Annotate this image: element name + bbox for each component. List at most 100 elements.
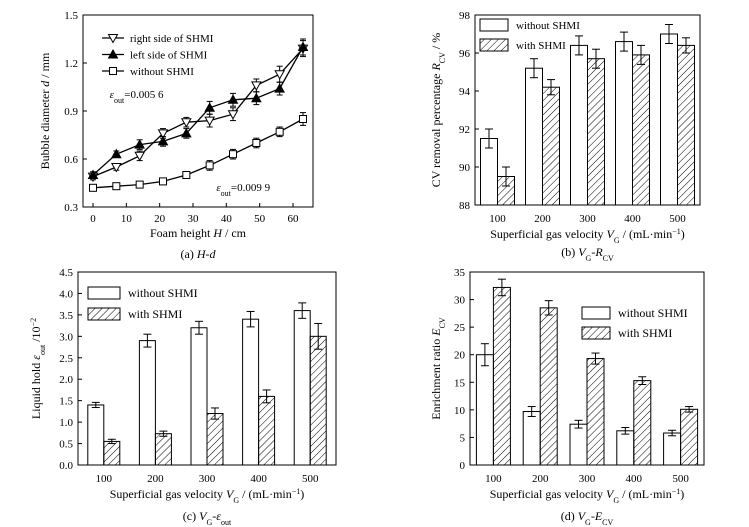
bar-with-shmi (206, 413, 224, 466)
legend-label: left side of SHMI (130, 50, 208, 62)
bar-without-shmi (615, 41, 633, 206)
x-tick-label: 200 (147, 473, 164, 485)
bar-without-shmi (87, 404, 105, 466)
x-tick-label: 30 (188, 213, 200, 225)
y-tick-label: 2.5 (59, 353, 73, 365)
data-point (229, 150, 237, 159)
x-tick-label: 0 (90, 213, 96, 225)
y-tick-label: 5 (460, 432, 466, 444)
x-axis-label: Foam height H / cm (150, 226, 247, 240)
x-tick-label: 20 (154, 213, 166, 225)
bar-with-shmi (539, 307, 558, 466)
data-point (107, 34, 119, 44)
y-tick-label: 1.0 (59, 417, 73, 429)
x-tick-label: 400 (250, 473, 267, 485)
x-tick-label: 400 (624, 213, 641, 225)
panel-d-enrichment-ratio-chart: 100 200 300 400 500 0 5 10 15 20 25 30 35 without SHM… (429, 267, 705, 527)
panel-caption: (b) VG-RCV (561, 245, 614, 263)
data-point (157, 129, 169, 139)
series-line (92, 46, 304, 176)
panel-c-liquid-hold-chart: 100 200 300 400 500 0.0 0.5 1.0 1.5 2.0 2.5 3.0 3.5 4… (29, 267, 337, 527)
y-tick-label: 2.0 (59, 374, 73, 386)
y-tick-label: 4.5 (59, 267, 73, 279)
y-tick-label: 0.3 (64, 202, 78, 214)
bar-without-shmi (138, 340, 156, 466)
bar-with-shmi (258, 395, 276, 466)
x-tick-label: 400 (626, 473, 643, 485)
legend-swatch (87, 286, 121, 300)
data-point (299, 115, 307, 123)
panel-caption: (c) VG-εout (183, 509, 232, 527)
bar-without-shmi (190, 327, 208, 466)
data-point (87, 169, 99, 179)
y-tick-label: 1.2 (64, 58, 78, 70)
x-axis-label: Superficial gas velocity VG / (mL·min−1) (490, 487, 685, 505)
x-tick-label: 60 (288, 213, 300, 225)
data-point (275, 127, 284, 136)
x-tick-label: 10 (121, 213, 133, 225)
legend-label: without SHMI (130, 66, 194, 78)
y-tick-label: 94 (459, 86, 471, 98)
bar-without-shmi (525, 67, 543, 206)
y-axis-label: Enrichment ratio ECV (429, 317, 447, 420)
bar-with-shmi (632, 54, 650, 206)
y-tick-label: 0 (460, 460, 466, 472)
y-tick-label: 1.5 (59, 396, 73, 408)
panel-b-cv-removal-chart: 100 200 300 400 500 88 90 92 94 96 98 without SHMI w… (429, 10, 701, 263)
data-point (110, 148, 122, 159)
y-tick-label: 0.5 (59, 439, 73, 451)
legend-label: right side of SHMI (130, 33, 214, 45)
bar-with-shmi (492, 286, 511, 466)
data-point (227, 94, 239, 104)
x-tick-label: 100 (485, 473, 502, 485)
legend-label: without SHMI (128, 286, 198, 300)
y-tick-label: 10 (454, 405, 466, 417)
bar-with-shmi (309, 335, 327, 466)
x-tick-label: 40 (221, 213, 233, 225)
y-tick-label: 96 (459, 48, 471, 60)
legend-swatch (479, 38, 509, 52)
x-tick-label: 100 (96, 473, 113, 485)
x-tick-label: 300 (579, 213, 596, 225)
bar-with-shmi (154, 433, 172, 466)
x-tick-label: 50 (254, 213, 266, 225)
bar-with-shmi (586, 358, 605, 466)
y-tick-label: 3.5 (59, 310, 73, 322)
series-line (92, 48, 304, 178)
bar-without-shmi (663, 432, 682, 466)
data-point (250, 81, 262, 91)
y-axis-label: CV removal percentage RCV / % (429, 33, 447, 188)
panel-a-bubble-diameter-chart: 0 10 20 30 40 50 60 0.3 0.6 0.9 1.2 1.5 Foam height … (38, 10, 314, 261)
series-triangle-down-open (87, 40, 309, 183)
bar-with-shmi (542, 86, 560, 206)
data-point (107, 48, 119, 59)
x-tick-label: 300 (199, 473, 216, 485)
x-axis-label: Superficial gas velocity VG / (mL·min−1) (490, 227, 685, 245)
bar-without-shmi (522, 411, 541, 466)
data-point (252, 139, 261, 147)
data-point (250, 92, 262, 103)
data-point (180, 127, 192, 138)
series-square-open (89, 112, 307, 192)
bar-with-shmi (587, 58, 605, 206)
data-point (109, 67, 117, 75)
data-point (227, 110, 239, 120)
bar-without-shmi (616, 430, 635, 466)
data-point (274, 70, 286, 80)
annotation-epsilon-1: εout=0.005 6 (110, 89, 164, 105)
bar-without-shmi (570, 44, 588, 206)
y-tick-label: 92 (459, 124, 470, 136)
legend-swatch (581, 326, 611, 340)
bar-without-shmi (569, 423, 588, 466)
y-tick-label: 90 (459, 162, 471, 174)
legend-label: with SHMI (516, 40, 566, 52)
data-point (135, 180, 144, 189)
data-point (112, 182, 121, 191)
bar-without-shmi (475, 354, 494, 466)
data-point (159, 177, 167, 186)
series-line (92, 118, 304, 189)
bar-with-shmi (677, 44, 695, 206)
data-point (134, 139, 146, 149)
x-tick-label: 500 (672, 473, 689, 485)
